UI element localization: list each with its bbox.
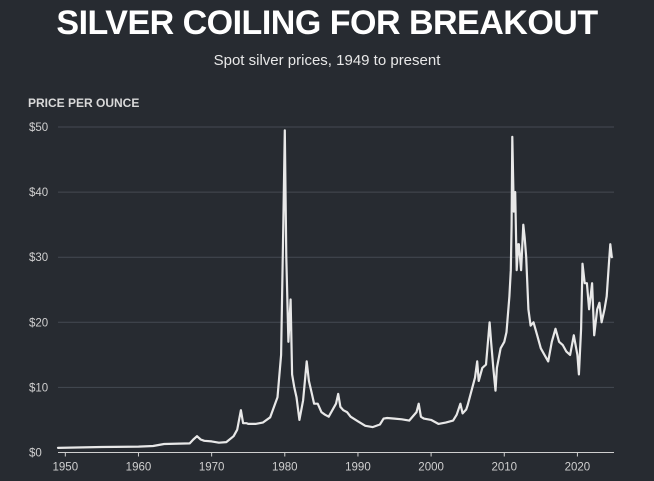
y-tick-label: $10 — [29, 382, 48, 394]
x-axis-ticks: 1950 1960 1970 1980 1990 2000 2010 2020 — [53, 452, 591, 474]
x-tick-label: 2010 — [491, 462, 517, 474]
chart-subtitle: Spot silver prices, 1949 to present — [213, 52, 441, 69]
y-tick-label: $0 — [29, 448, 42, 460]
y-tick-label: $20 — [29, 317, 48, 329]
x-tick-label: 1950 — [53, 462, 79, 474]
chart-title: SILVER COILING FOR BREAKOUT — [56, 4, 598, 42]
y-tick-label: $50 — [29, 122, 48, 134]
grid-lines — [58, 126, 614, 388]
x-tick-label: 1980 — [272, 462, 298, 474]
x-tick-label: 1970 — [199, 462, 225, 474]
x-tick-label: 2000 — [418, 462, 444, 474]
x-tick-label: 1960 — [126, 462, 152, 474]
x-tick-label: 1990 — [345, 462, 371, 474]
y-tick-label: $30 — [29, 252, 48, 264]
y-axis-ticks: $0 $10 $20 $30 $40 $50 — [29, 122, 48, 460]
y-tick-label: $40 — [29, 187, 48, 199]
y-axis-label: PRICE PER OUNCE — [28, 96, 140, 110]
series-line-silver-price — [56, 129, 613, 449]
x-tick-label: 2020 — [565, 462, 591, 474]
